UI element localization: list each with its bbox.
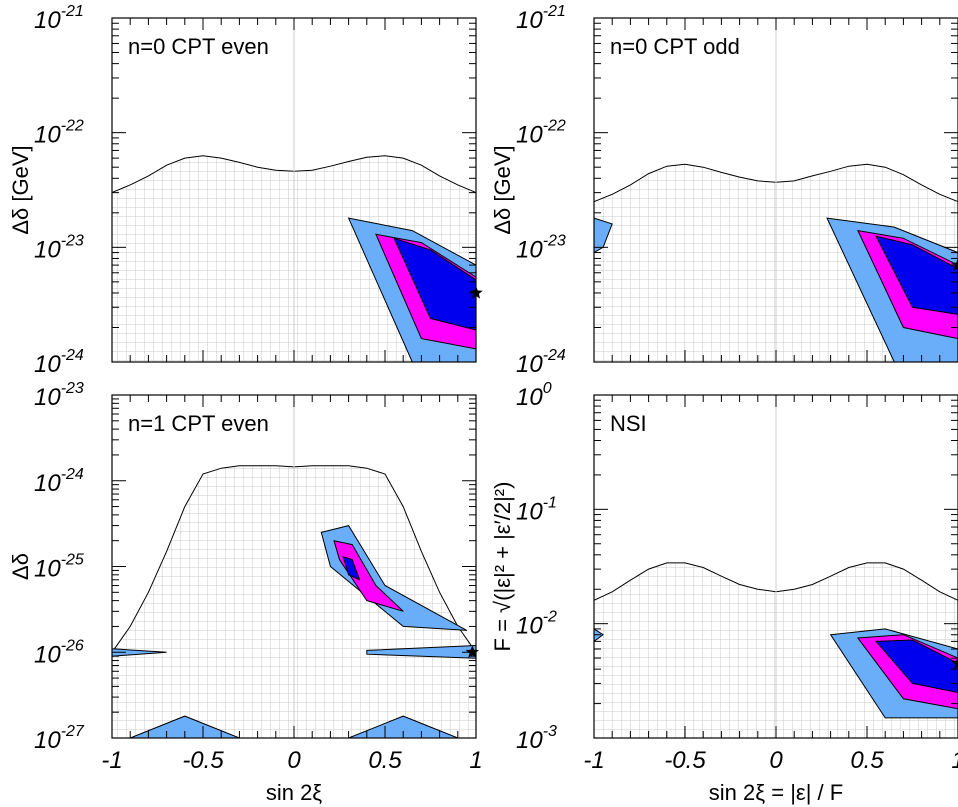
plot-area (112, 395, 476, 738)
x-tick-label: 0.5 (368, 747, 402, 774)
x-axis-label: sin 2ξ (266, 780, 322, 805)
allowed-region-6 (130, 715, 240, 738)
y-axis-label: Δδ [GeV] (8, 145, 33, 234)
y-tick-label: 100 (516, 380, 552, 411)
y-tick-label: 10-23 (516, 232, 566, 263)
plot-area (594, 18, 958, 362)
panel-label: n=1 CPT even (128, 411, 269, 436)
x-tick-label: -1 (583, 747, 604, 774)
y-tick-label: 10-22 (516, 118, 566, 149)
panel-label: n=0 CPT odd (610, 34, 740, 59)
x-tick-label: 0.5 (850, 747, 884, 774)
allowed-region-7 (348, 715, 458, 738)
y-tick-label: 10-23 (34, 232, 84, 263)
y-tick-label: 10-24 (34, 347, 84, 378)
y-axis-label: Δδ (8, 553, 33, 580)
y-tick-label: 10-23 (34, 380, 84, 411)
allowed-region-1 (320, 525, 468, 631)
x-tick-label: 0 (287, 747, 301, 774)
allowed-region-3 (875, 639, 958, 694)
y-tick-label: 10-1 (516, 494, 557, 525)
allowed-region-3 (342, 555, 361, 581)
allowed-region-3 (393, 237, 476, 331)
y-tick-label: 10-22 (34, 118, 84, 149)
x-tick-label: -0.5 (182, 747, 224, 774)
x-tick-label: -0.5 (664, 747, 706, 774)
panel-4: 10-3 10-2 10-1 100 -1 -0.5 0 0.5 1 NSI sin 2ξ = |ε… (490, 380, 958, 805)
allowed-region-3 (875, 235, 958, 315)
plot-area (594, 395, 958, 738)
x-tick-label: 1 (469, 747, 482, 774)
best-fit-star (951, 656, 958, 669)
x-tick-label: -1 (101, 747, 122, 774)
y-axis-label: F = √(|ε|² + |ε′/2|²) (490, 482, 515, 652)
plot-area (112, 18, 476, 362)
y-tick-label: 10-27 (34, 723, 85, 754)
panel-1: 10-24 10-23 10-22 10-21 n=0 CPT even Δδ [GeV] (8, 3, 483, 378)
y-tick-label: 10-2 (516, 609, 557, 640)
y-tick-label: 10-24 (34, 466, 84, 497)
allowed-region-5 (366, 644, 476, 659)
best-fit-star (465, 645, 479, 658)
y-axis-label: Δδ [GeV] (490, 145, 515, 234)
y-tick-label: 10-3 (516, 723, 557, 754)
y-tick-label: 10-26 (34, 637, 84, 668)
panel-label: NSI (610, 411, 647, 436)
x-tick-label: 0 (769, 747, 783, 774)
y-tick-label: 10-21 (34, 3, 84, 34)
allowed-region-2 (333, 540, 404, 612)
y-tick-label: 10-25 (34, 552, 84, 583)
x-tick-label: 1 (951, 747, 958, 774)
y-tick-label: 10-24 (516, 347, 566, 378)
x-axis-label: sin 2ξ = |ε| / F (709, 780, 843, 805)
panel-label: n=0 CPT even (128, 34, 269, 59)
panel-3: 10-27 10-26 10-25 10-24 10-23 -1 -0.5 0 0.5 1 n=1 … (8, 380, 483, 805)
panel-2: 10-24 10-23 10-22 10-21 n=0 CPT odd Δδ [GeV] (490, 3, 958, 378)
y-tick-label: 10-21 (516, 3, 566, 34)
allowed-region-4 (112, 648, 167, 657)
best-fit-star (951, 258, 958, 271)
